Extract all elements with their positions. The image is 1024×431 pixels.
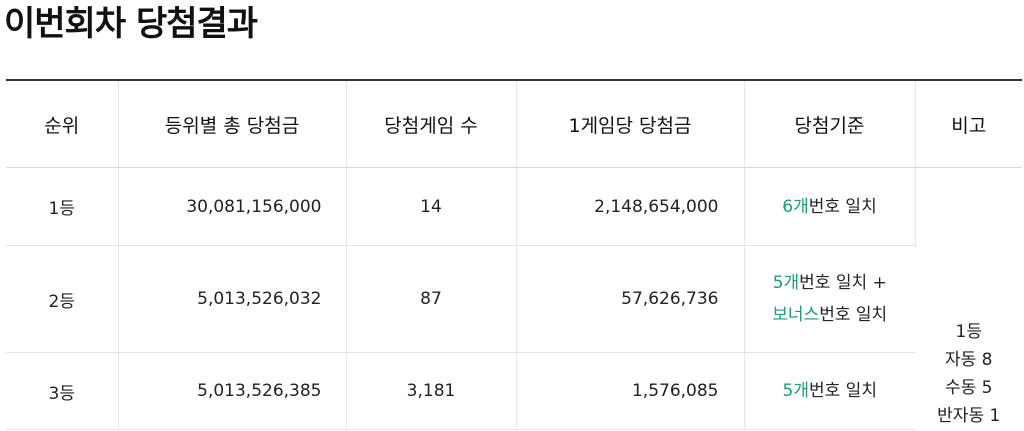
criteria-cell: 6개번호 일치 xyxy=(744,167,916,246)
results-table: 순위 등위별 총 당첨금 당첨게임 수 1게임당 당첨금 당첨기준 비고 1등 … xyxy=(6,79,1022,430)
criteria-text: 번호 일치 xyxy=(809,381,877,401)
table-row: 2등 5,013,526,032 87 57,626,736 5개번호 일치 +… xyxy=(6,245,1022,353)
note-line: 반자동 1 xyxy=(937,405,1001,426)
table-row: 1등 30,081,156,000 14 2,148,654,000 6개번호 … xyxy=(6,167,1022,426)
header-note: 비고 xyxy=(915,80,1022,168)
per-game-cell: 1,576,085 xyxy=(516,352,745,430)
header-total-prize: 등위별 총 당첨금 xyxy=(118,80,347,168)
criteria-text: 번호 일치 + xyxy=(799,273,887,293)
criteria-highlight: 6개 xyxy=(782,196,809,217)
per-game-cell: 2,148,654,000 xyxy=(516,167,745,246)
note-line: 수동 5 xyxy=(945,377,993,398)
total-prize-cell: 30,081,156,000 xyxy=(118,167,347,246)
criteria-highlight: 5개 xyxy=(782,381,809,401)
criteria-highlight: 5개 xyxy=(772,273,800,293)
note-line: 1등 xyxy=(955,321,982,342)
note-cell: 1등 자동 8 수동 5 반자동 1 xyxy=(915,168,1022,430)
winners-cell: 14 xyxy=(346,167,517,246)
winners-cell: 87 xyxy=(346,245,517,353)
note-line: 자동 8 xyxy=(945,349,993,370)
header-rank: 순위 xyxy=(6,80,119,168)
criteria-text: 번호 일치 xyxy=(808,196,877,217)
total-prize-cell: 5,013,526,385 xyxy=(118,352,347,430)
rank-cell: 1등 xyxy=(6,167,119,246)
table-header-row: 순위 등위별 총 당첨금 당첨게임 수 1게임당 당첨금 당첨기준 비고 xyxy=(6,80,1022,168)
header-winners: 당첨게임 수 xyxy=(346,80,517,168)
rank-cell: 2등 xyxy=(6,245,119,353)
criteria-cell: 5개번호 일치 xyxy=(744,352,915,430)
header-criteria: 당첨기준 xyxy=(744,80,916,168)
total-prize-cell: 5,013,526,032 xyxy=(118,245,347,353)
table-row: 3등 5,013,526,385 3,181 1,576,085 5개번호 일치 xyxy=(6,352,1022,430)
criteria-highlight: 보너스 xyxy=(772,305,820,325)
winners-cell: 3,181 xyxy=(346,352,517,430)
page-title: 이번회차 당첨결과 xyxy=(4,4,258,44)
per-game-cell: 57,626,736 xyxy=(516,245,745,353)
criteria-cell: 5개번호 일치 + 보너스번호 일치 xyxy=(744,245,915,353)
header-per-game: 1게임당 당첨금 xyxy=(516,80,745,168)
criteria-text: 번호 일치 xyxy=(819,305,888,325)
rank-cell: 3등 xyxy=(6,352,119,430)
